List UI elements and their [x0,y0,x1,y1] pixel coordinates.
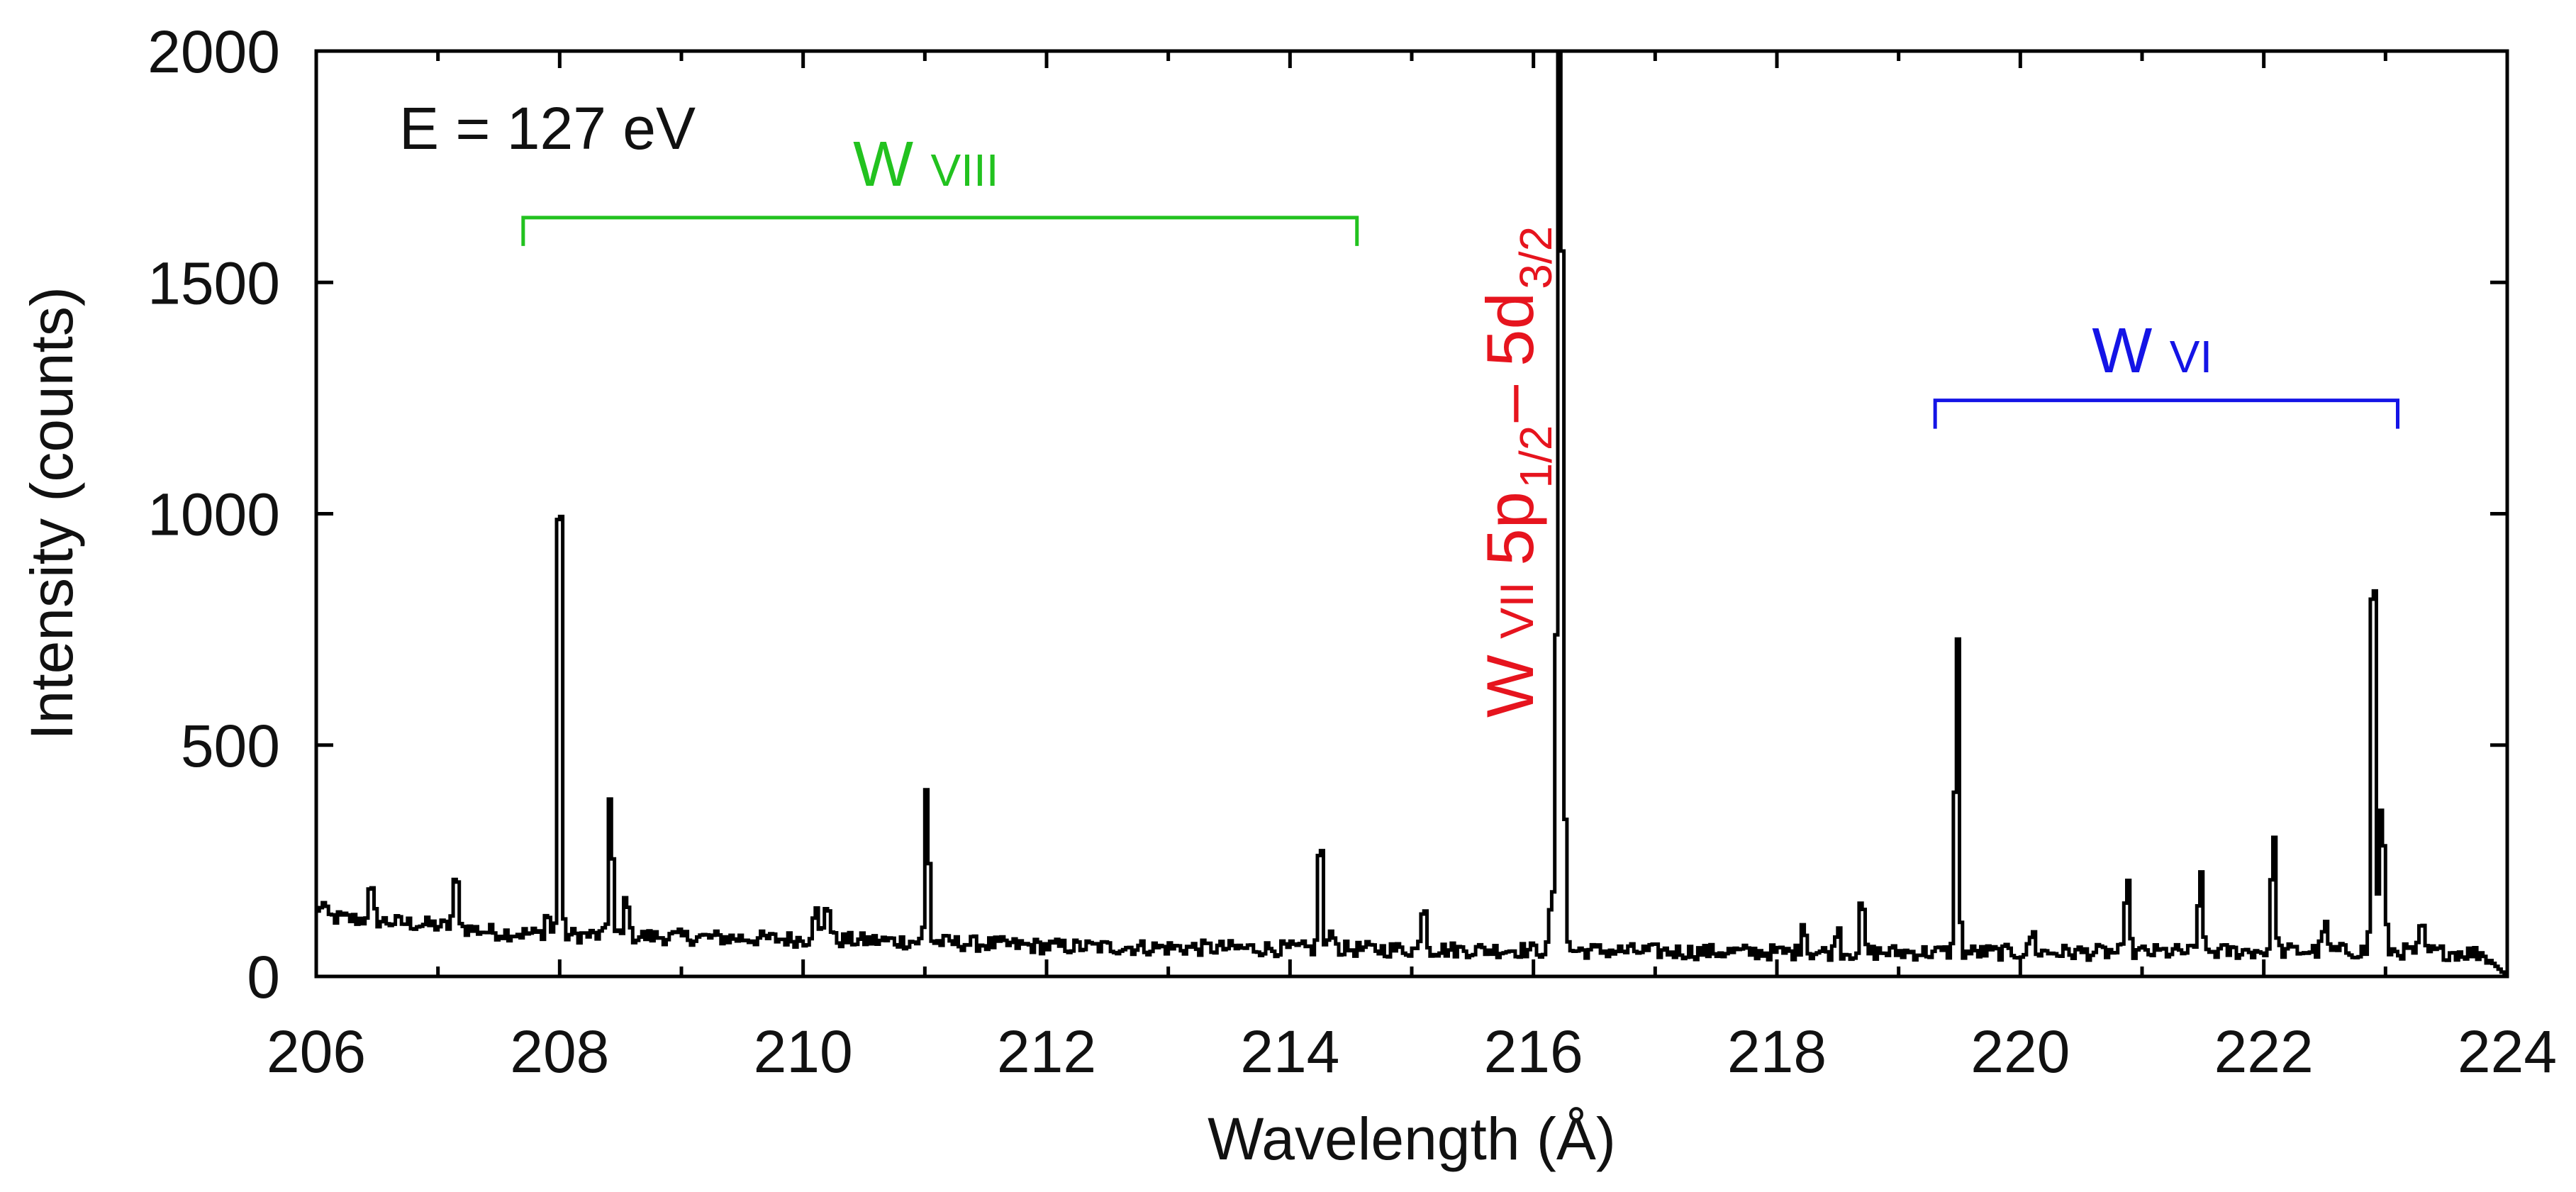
y-axis-title: Intensity (counts) [18,286,85,740]
y-tick-label: 0 [247,944,280,1010]
w-viii-bracket [521,216,1359,246]
w-vii-dash: – [1473,367,1547,422]
energy-label: E = 127 eV [399,95,696,162]
w-vi-element: W [2092,316,2152,386]
y-tick-label: 1500 [147,250,280,316]
spectrum-line [316,49,2507,977]
x-axis-title: Wavelength (Å) [1208,1105,1616,1172]
w-vi-stage: VI [2170,331,2212,382]
w-vii-sub-1: 1/2 [1510,425,1561,489]
x-tick-label: 222 [2214,1018,2314,1085]
w-viii-element: W [853,129,913,200]
x-tick-label: 206 [267,1018,366,1085]
w-vii-element: W [1473,655,1547,718]
w-vii-level-1: 5p [1473,491,1547,566]
plot-frame [314,49,2509,979]
w-vii-transition-label: W VII 5p 1/2 – 5d 3/2 [1473,226,1561,718]
w-viii-stage: VIII [930,145,998,196]
w-vii-stage: VII [1490,581,1543,639]
w-viii-annotation: W VIII [521,129,1359,246]
x-tick-labels: 206 208 210 212 214 216 218 220 222 224 [267,1018,2557,1085]
x-tick-label: 212 [997,1018,1096,1085]
x-tick-label: 224 [2458,1018,2557,1085]
w-vii-sub-2: 3/2 [1510,226,1561,289]
y-tick-label: 1000 [147,481,280,548]
x-tick-label: 216 [1484,1018,1583,1085]
w-viii-label: W VIII [853,129,998,200]
x-tick-label: 208 [510,1018,609,1085]
x-tick-label: 218 [1727,1018,1827,1085]
x-tick-label: 220 [1970,1018,2070,1085]
y-tick-labels: 0 500 1000 1500 2000 [147,18,280,1010]
y-tick-label: 500 [181,713,280,779]
x-tick-label: 214 [1240,1018,1339,1085]
w-vi-bracket [1933,399,2399,429]
x-tick-label: 210 [754,1018,853,1085]
w-vii-level-2: 5d [1473,292,1547,367]
w-vi-label: W VI [2092,316,2212,386]
w-vi-annotation: W VI [1933,316,2399,429]
y-tick-label: 2000 [147,18,280,85]
